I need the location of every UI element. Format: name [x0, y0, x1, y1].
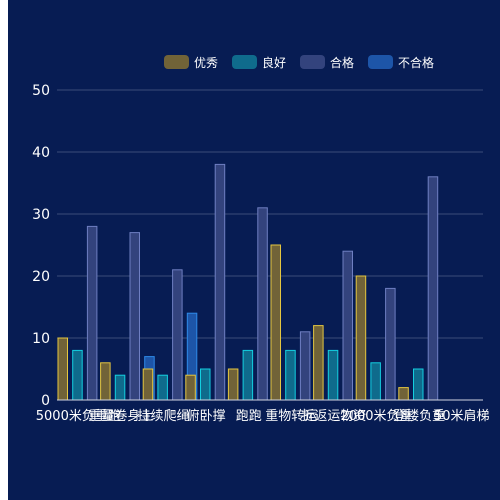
bar-pass[interactable] [299, 331, 311, 401]
y-tick-label: 0 [41, 393, 50, 409]
legend-swatch-pass [300, 55, 326, 69]
bar-good[interactable] [200, 368, 211, 401]
bar-pass[interactable] [214, 163, 226, 401]
x-tick-label: 持续爬绳 [137, 409, 189, 424]
x-tick-label: 50米肩梯 [434, 408, 490, 424]
x-tick-label: 折返运物资 [301, 409, 366, 424]
legend-item-excellent[interactable]: 优秀 [164, 54, 218, 71]
bar-pass[interactable] [129, 232, 140, 401]
bar-good[interactable] [157, 374, 168, 401]
bar-excellent[interactable] [398, 387, 409, 401]
y-tick-label: 20 [32, 269, 50, 285]
bars [57, 163, 439, 401]
bar-good[interactable] [413, 368, 424, 401]
x-tick-label: 重物转运 [265, 408, 317, 424]
bar-pass[interactable] [86, 225, 98, 401]
y-axis-ticks: 0 10 20 30 40 50 [32, 83, 50, 409]
bar-good[interactable] [327, 349, 339, 401]
bar-excellent[interactable] [185, 374, 196, 401]
chart-legend: 优秀 良好 合格 不合格 [164, 52, 448, 72]
legend-item-pass[interactable]: 合格 [300, 54, 354, 71]
x-tick-label: 5000米负重跑 [36, 408, 121, 424]
x-tick-label: 登楼负重 [393, 408, 445, 424]
bar-pass[interactable] [427, 176, 439, 401]
legend-label-fail: 不合格 [398, 55, 435, 70]
bar-pass[interactable] [385, 287, 396, 401]
bar-good[interactable] [72, 349, 83, 401]
bar-excellent[interactable] [313, 325, 324, 401]
bar-excellent[interactable] [227, 368, 239, 401]
x-tick-label: 俯卧撑 [187, 408, 226, 424]
bar-excellent[interactable] [142, 368, 154, 401]
y-tick-label: 30 [32, 207, 50, 223]
bar-excellent[interactable] [100, 362, 111, 401]
bar-pass[interactable] [257, 207, 268, 401]
bar-excellent[interactable] [355, 275, 367, 401]
bar-good[interactable] [114, 374, 126, 401]
bar-good[interactable] [370, 362, 381, 401]
legend-swatch-excellent [164, 55, 189, 69]
legend-swatch-good [232, 55, 258, 69]
legend-item-good[interactable]: 良好 [232, 54, 286, 71]
legend-label-excellent: 优秀 [194, 55, 219, 70]
legend-swatch-fail [368, 55, 394, 69]
legend-label-pass: 合格 [330, 55, 355, 70]
y-tick-label: 50 [32, 83, 50, 99]
bar-good[interactable] [285, 349, 296, 401]
legend-item-fail[interactable]: 不合格 [368, 54, 434, 71]
y-tick-label: 40 [32, 145, 50, 161]
bar-pass[interactable] [342, 250, 353, 401]
bar-good[interactable] [242, 349, 254, 401]
x-tick-label: 2000米负重 [340, 408, 412, 424]
bar-excellent[interactable] [270, 244, 281, 401]
y-tick-label: 10 [32, 331, 50, 347]
bar-pass[interactable] [172, 269, 183, 401]
legend-label-good: 良好 [262, 55, 287, 70]
x-tick-label: 重量卷身上 [88, 408, 153, 424]
bar-excellent[interactable] [57, 337, 68, 401]
x-tick-label: 跑跑 [236, 409, 262, 424]
gridlines [57, 89, 483, 339]
